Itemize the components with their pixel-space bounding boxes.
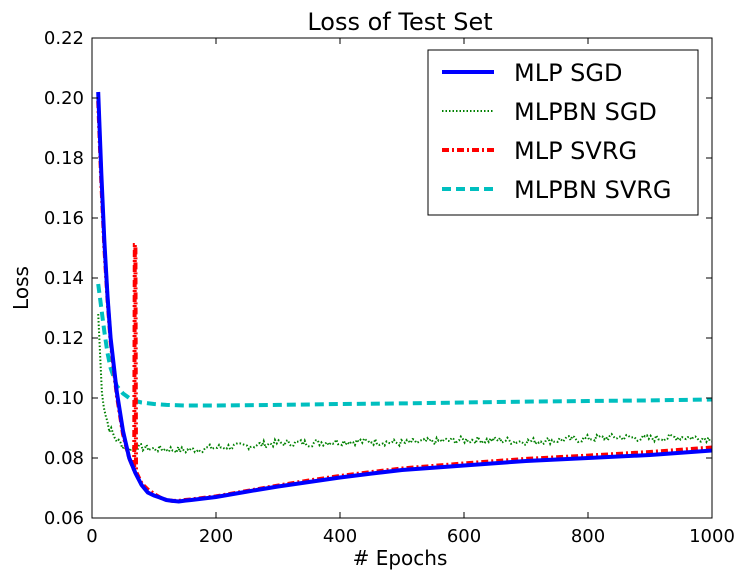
y-tick-label: 0.16 <box>44 208 84 229</box>
legend: MLP SGD MLPBN SGD MLP SVRG MLPBN SVRG <box>427 49 699 216</box>
legend-label: MLPBN SVRG <box>514 176 672 204</box>
x-tick-label: 400 <box>323 526 357 547</box>
y-tick-label: 0.22 <box>44 28 84 49</box>
ticks-layer: 0 200 400 600 800 1000 0.06 0.08 0.10 0.12 0.14 0.1… <box>44 28 735 547</box>
y-tick-label: 0.06 <box>44 508 84 529</box>
legend-label: MLP SGD <box>514 59 623 87</box>
y-tick-label: 0.10 <box>44 388 84 409</box>
x-tick-label: 1000 <box>689 526 735 547</box>
y-axis-label: Loss <box>9 266 33 310</box>
plot-frame <box>91 37 713 519</box>
x-tick-label: 600 <box>447 526 481 547</box>
y-tick-label: 0.18 <box>44 148 84 169</box>
series-layer <box>96 91 712 504</box>
chart-title: Loss of Test Set <box>307 8 492 36</box>
x-tick-label: 200 <box>199 526 233 547</box>
legend-label: MLP SVRG <box>514 137 637 165</box>
y-tick-label: 0.08 <box>44 448 84 469</box>
x-axis-label: # Epochs <box>353 546 448 570</box>
y-tick-label: 0.12 <box>44 328 84 349</box>
y-tick-label: 0.14 <box>44 268 84 289</box>
series-line-mlpbn-sgd <box>97 314 712 455</box>
x-tick-label: 0 <box>86 526 97 547</box>
x-tick-label: 800 <box>571 526 605 547</box>
series-line-mlpbn-svrg <box>96 283 712 408</box>
y-tick-label: 0.20 <box>44 88 84 109</box>
legend-label: MLPBN SGD <box>514 98 657 126</box>
series-line-mlp-sgd <box>96 91 712 504</box>
